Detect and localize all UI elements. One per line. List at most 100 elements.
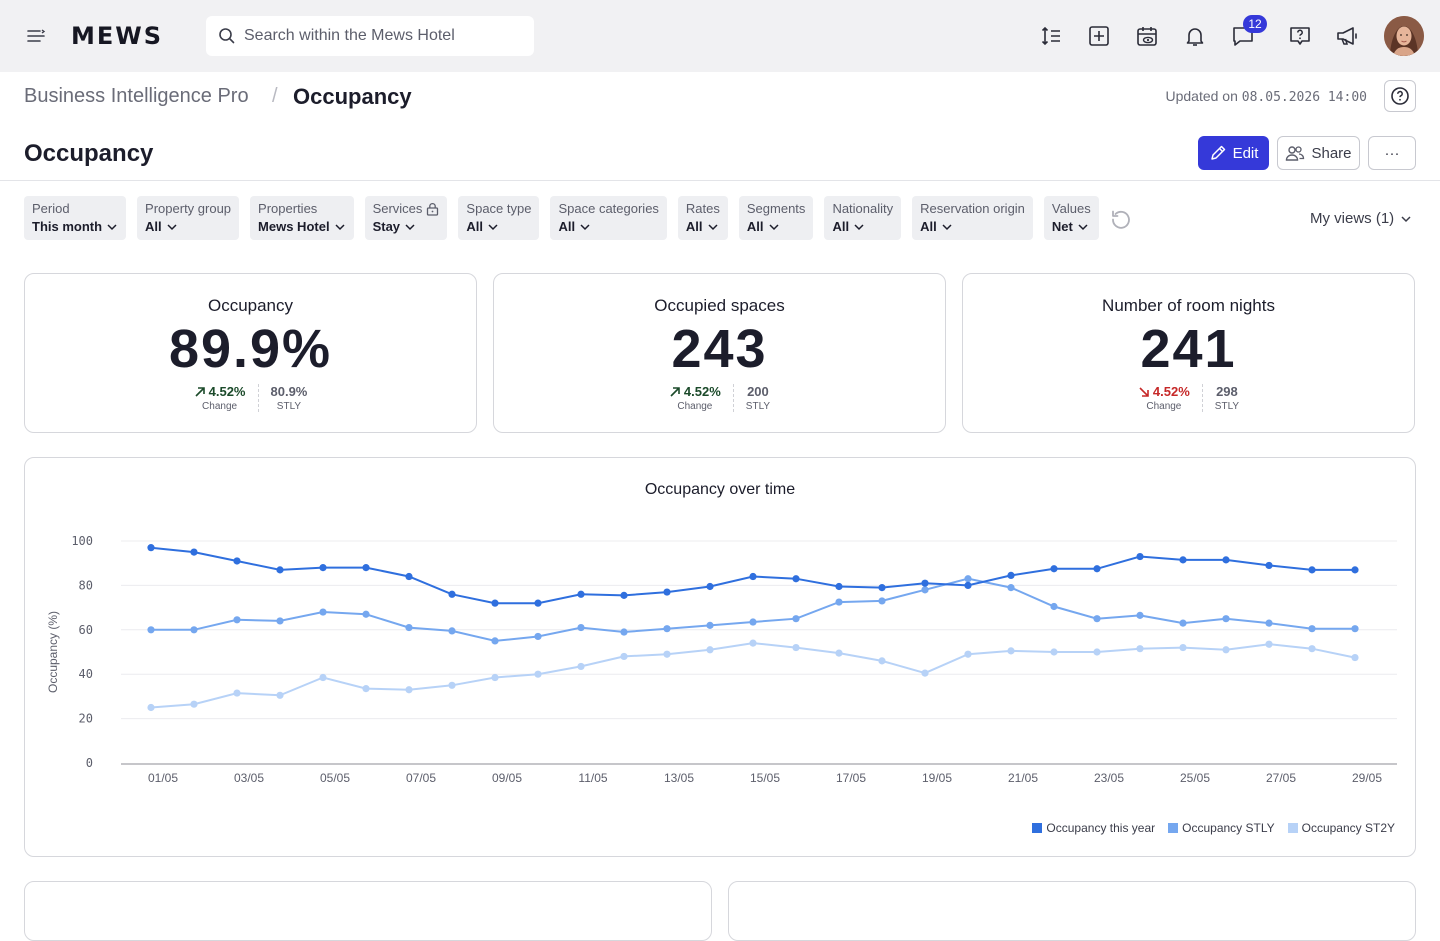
filter-segments[interactable]: Segments All <box>738 196 814 240</box>
filter-reservation-origin[interactable]: Reservation origin All <box>912 196 1033 240</box>
search-box[interactable] <box>206 16 534 56</box>
y-tick-label: 80 <box>79 578 93 592</box>
filter-property-group[interactable]: Property group All <box>137 196 240 240</box>
edit-button[interactable]: Edit <box>1198 136 1269 170</box>
data-point <box>1136 611 1144 619</box>
updated-label: Updated on <box>1165 88 1238 104</box>
data-point <box>1007 571 1015 580</box>
data-point <box>1222 615 1230 623</box>
x-tick-label: 03/05 <box>234 771 264 785</box>
filter-label: Property group <box>145 201 232 216</box>
legend-label: Occupancy STLY <box>1182 821 1275 835</box>
data-point <box>534 632 542 641</box>
filter-label: Services <box>372 201 423 216</box>
kpi-stly-caption: STLY <box>276 401 302 412</box>
data-point <box>1093 565 1101 573</box>
data-point <box>706 646 714 654</box>
data-point <box>362 685 370 693</box>
breadcrumb-current: Occupancy <box>293 84 412 109</box>
breadcrumb-parent[interactable]: Business Intelligence Pro <box>24 85 249 107</box>
header-divider <box>0 180 1440 181</box>
kpi-change: 4.52% <box>208 384 246 399</box>
legend-swatch <box>1168 823 1179 833</box>
breadcrumb-separator: / <box>272 85 278 107</box>
help-chat-icon[interactable] <box>1286 22 1314 50</box>
data-point <box>405 572 413 581</box>
data-point <box>1136 645 1144 653</box>
legend-item[interactable]: Occupancy STLY <box>1168 821 1275 835</box>
filter-services[interactable]: Services Stay <box>364 196 448 240</box>
chevron-down-icon <box>488 223 498 230</box>
filter-nationality[interactable]: Nationality All <box>824 196 902 240</box>
filter-space-type[interactable]: Space type All <box>458 196 540 240</box>
x-tick-label: 17/05 <box>836 771 866 785</box>
arrow-up-right-icon <box>195 386 205 397</box>
filter-rates[interactable]: Rates All <box>677 196 728 240</box>
legend-swatch <box>1287 823 1298 833</box>
avatar[interactable] <box>1384 16 1424 56</box>
more-options-button[interactable]: ··· <box>1368 136 1416 170</box>
filter-label: Period <box>32 201 70 216</box>
filter-space-categories[interactable]: Space categories All <box>550 196 667 240</box>
chevron-down-icon <box>768 223 779 230</box>
calendar-view-icon[interactable] <box>1133 22 1161 50</box>
reset-filters-icon[interactable] <box>1109 207 1133 231</box>
share-button[interactable]: Share <box>1277 136 1360 170</box>
edit-button-label: Edit <box>1232 144 1259 162</box>
kpi-change: 4.52% <box>683 384 721 399</box>
data-point <box>405 686 413 694</box>
data-point <box>448 627 456 635</box>
filter-period[interactable]: Period This month <box>24 196 127 240</box>
data-point <box>1265 619 1273 627</box>
data-point <box>491 599 499 607</box>
data-point <box>534 599 542 607</box>
data-point <box>878 597 886 605</box>
bell-icon[interactable] <box>1181 22 1209 50</box>
filter-value: Stay <box>372 219 401 234</box>
x-tick-label: 21/05 <box>1008 771 1038 785</box>
filter-properties[interactable]: Properties Mews Hotel <box>250 196 354 240</box>
chevron-down-icon <box>580 223 590 230</box>
menu-icon[interactable] <box>24 24 48 48</box>
chevron-down-icon <box>107 223 117 230</box>
search-icon <box>219 28 235 44</box>
filter-label: Space categories <box>558 201 659 216</box>
kpi-stly: 298 <box>1216 384 1238 399</box>
line-height-icon[interactable] <box>1037 22 1065 50</box>
chevron-down-icon <box>1401 215 1411 222</box>
legend-item[interactable]: Occupancy this year <box>1032 821 1155 835</box>
filter-values[interactable]: Values Net <box>1043 196 1099 240</box>
data-point <box>147 544 155 552</box>
search-input[interactable] <box>244 27 524 45</box>
y-tick-label: 20 <box>79 712 93 726</box>
data-point <box>491 673 499 682</box>
data-point <box>1093 615 1101 623</box>
data-point <box>749 572 757 581</box>
kpi-title: Number of room nights <box>1102 296 1275 315</box>
x-tick-label: 19/05 <box>922 771 952 785</box>
data-point <box>1308 645 1316 653</box>
series-line <box>151 577 1355 642</box>
x-tick-label: 05/05 <box>320 771 350 785</box>
chevron-down-icon <box>405 223 415 230</box>
kpi-stly: 200 <box>747 384 769 399</box>
x-tick-label: 13/05 <box>664 771 694 785</box>
data-point <box>921 579 929 587</box>
kpi-stly: 80.9% <box>270 384 308 399</box>
occupancy-line-chart: 0 20 40 60 80 100 01/05 03/05 05/05 07/05 09/05 11/… <box>46 534 1397 785</box>
x-tick-label: 15/05 <box>750 771 780 785</box>
filter-value: All <box>920 219 937 234</box>
megaphone-icon[interactable] <box>1334 22 1362 50</box>
data-point <box>1265 640 1273 648</box>
chevron-down-icon <box>167 223 177 230</box>
help-button[interactable] <box>1384 80 1416 112</box>
chevron-down-icon <box>854 223 864 230</box>
chevron-down-icon <box>942 223 952 230</box>
data-point <box>835 582 843 591</box>
mews-logo[interactable]: MEWS <box>71 22 164 50</box>
kpi-stly-caption: STLY <box>1214 401 1240 412</box>
add-square-icon[interactable] <box>1085 22 1113 50</box>
filter-bar: Period This month Property group All Pro… <box>24 196 1099 240</box>
legend-item[interactable]: Occupancy ST2Y <box>1287 821 1395 835</box>
my-views-dropdown[interactable]: My views (1) <box>1310 210 1412 227</box>
